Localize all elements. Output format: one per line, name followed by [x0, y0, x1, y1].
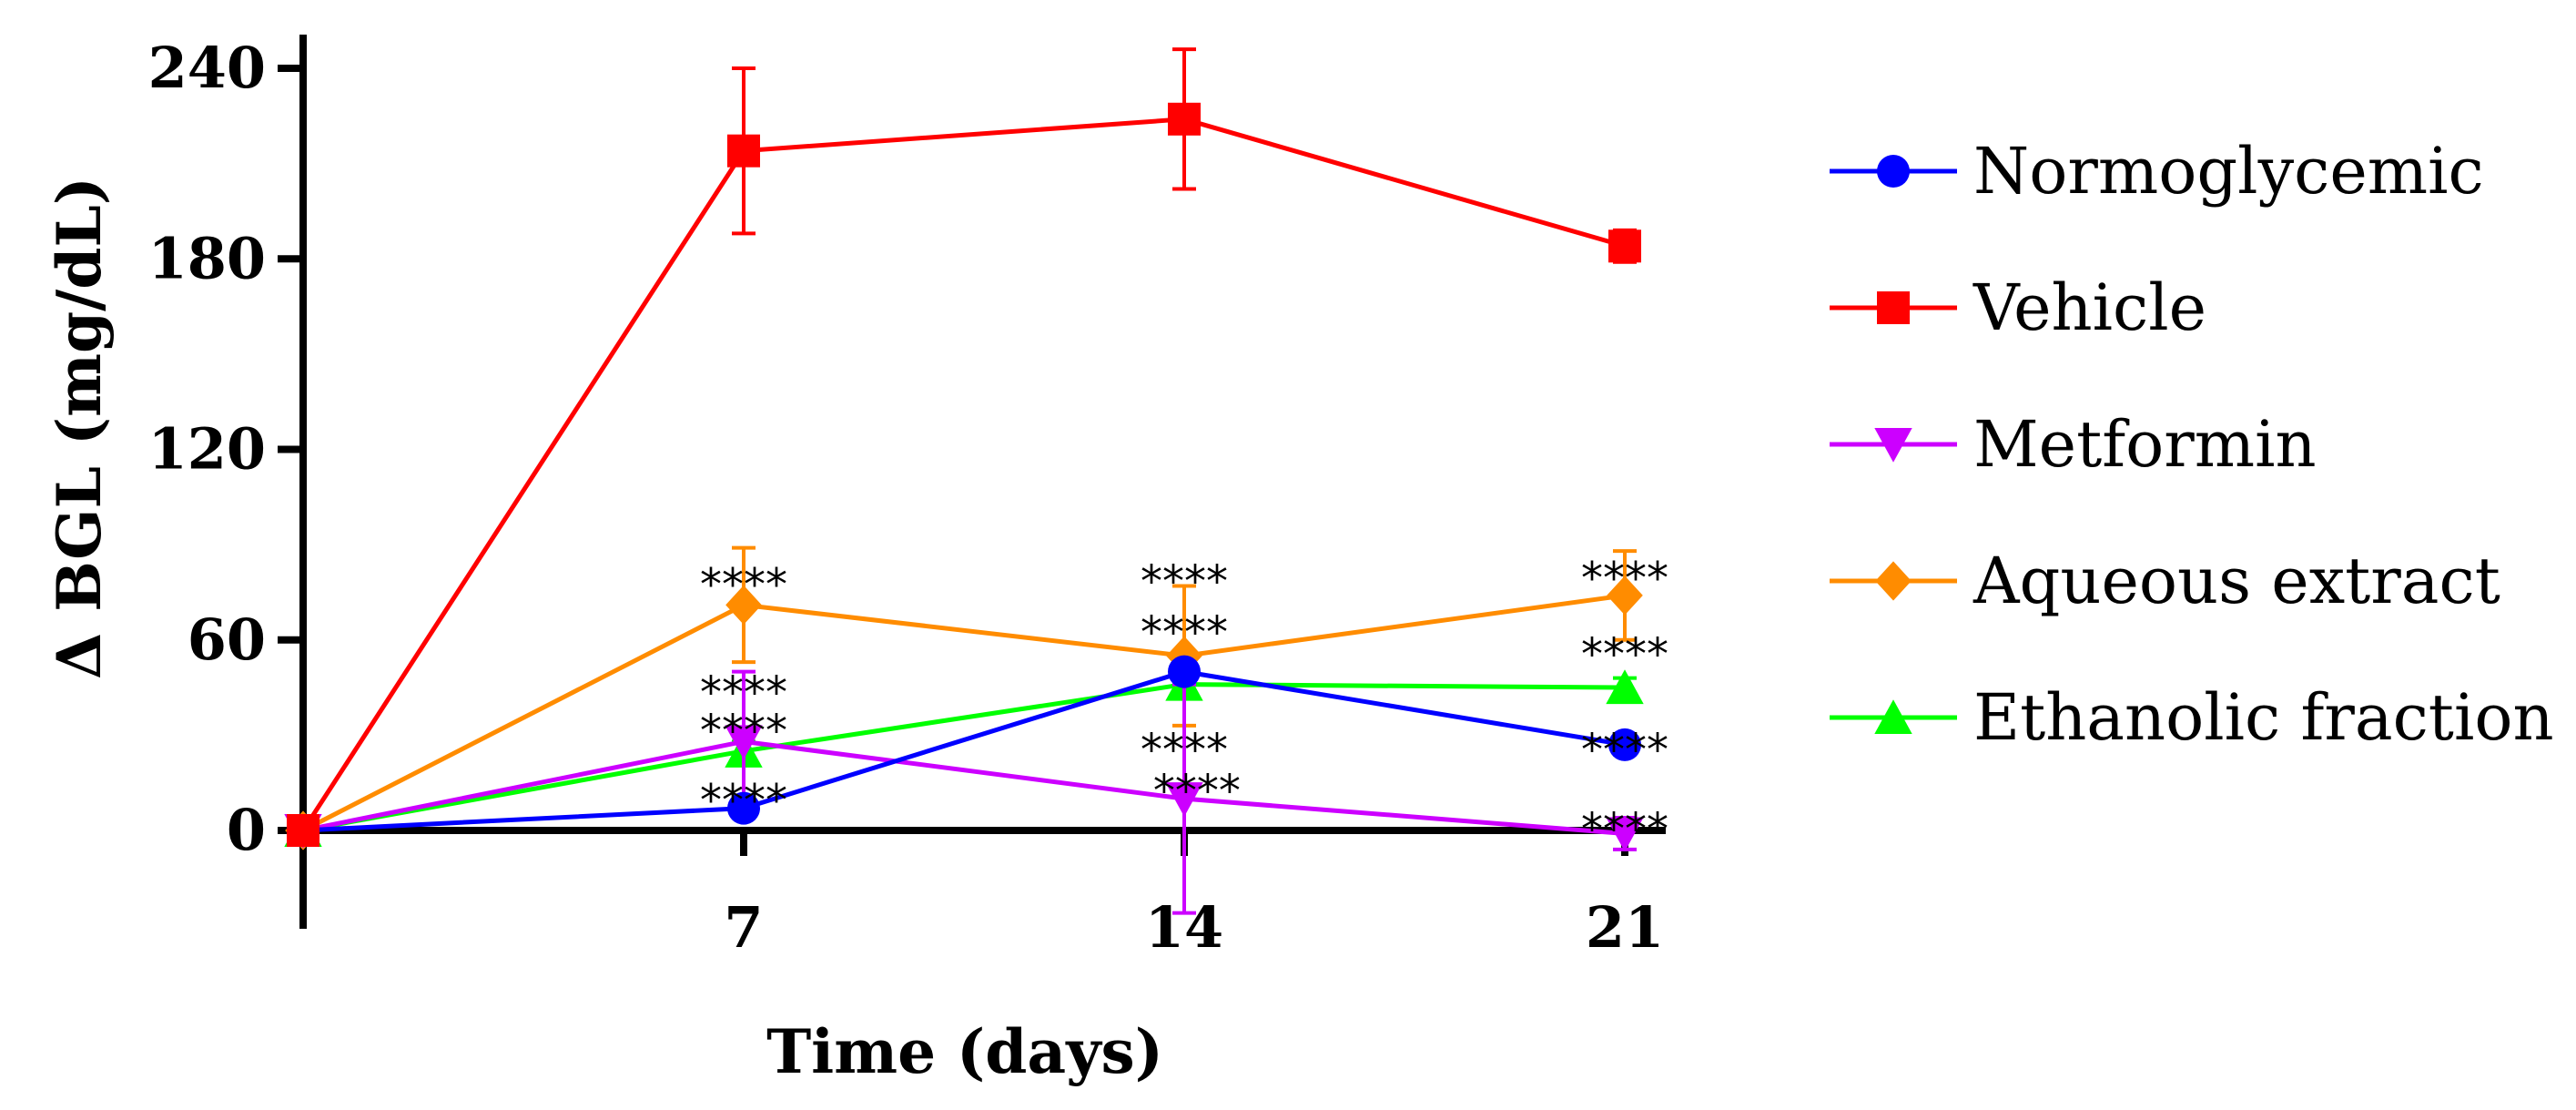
data-point [725, 585, 762, 625]
axes: 0 60 120 180 240 7 14 21 [148, 35, 1666, 961]
significance-label: **** [700, 706, 787, 757]
data-point [1608, 229, 1641, 263]
x-ticks: 7 14 21 [724, 830, 1664, 961]
legend-item: Vehicle [1830, 270, 2206, 345]
significance-label: **** [1153, 766, 1241, 817]
data-point [1606, 817, 1644, 852]
y-tick-label: 240 [148, 35, 266, 101]
legend-marker [1877, 291, 1910, 324]
series-vehicle [287, 47, 1641, 847]
data-point [287, 814, 319, 847]
data-point [1606, 669, 1644, 705]
y-tick-label: 180 [148, 225, 266, 291]
series-metformin [284, 669, 1644, 915]
data-point [1165, 782, 1203, 817]
data-point [727, 134, 760, 168]
significance-label: **** [1581, 725, 1668, 776]
data-point [725, 725, 763, 760]
series-line [302, 682, 1626, 833]
legend-marker [1874, 428, 1912, 463]
legend-item: Metformin [1830, 407, 2317, 482]
series-line [300, 117, 1626, 832]
x-tick-label: 7 [724, 894, 763, 961]
significance-label: **** [1141, 556, 1228, 607]
series-normoglycemic [287, 655, 1641, 847]
annotation-layer: ****************************************… [700, 554, 1668, 856]
data-point [727, 791, 760, 825]
x-tick-label: 21 [1586, 894, 1664, 961]
legend-label: Normoglycemic [1973, 134, 2484, 209]
legend-marker [1874, 699, 1912, 734]
legend-label: Metformin [1973, 407, 2317, 482]
data-point [1168, 102, 1201, 136]
legend-label: Ethanolic fraction [1973, 680, 2554, 755]
y-tick-label: 0 [227, 797, 266, 863]
data-point [1168, 655, 1201, 688]
legend-label: Vehicle [1973, 270, 2206, 345]
series-line [302, 669, 1626, 833]
legend: Normoglycemic Vehicle Metformin Aqueous ext… [1830, 134, 2554, 755]
significance-label: **** [1141, 607, 1228, 658]
series-line [301, 593, 1626, 833]
legend-item: Aqueous extract [1830, 544, 2500, 618]
data-point [1607, 575, 1643, 616]
legend-item: Ethanolic fraction [1830, 680, 2554, 755]
y-tick-label: 120 [148, 416, 266, 483]
x-axis-title: Time (days) [766, 1016, 1163, 1087]
significance-label: **** [1581, 804, 1668, 855]
significance-label: **** [700, 667, 787, 718]
significance-label: **** [1141, 725, 1228, 776]
series-line [302, 738, 1626, 836]
legend-marker [1875, 561, 1912, 601]
significance-label: **** [700, 559, 787, 610]
series-aqueous-extract [285, 545, 1643, 850]
legend-label: Aqueous extract [1973, 544, 2500, 618]
significance-label: **** [1581, 629, 1668, 680]
legend-marker [1877, 155, 1910, 188]
y-ticks: 0 60 120 180 240 [148, 35, 303, 863]
y-tick-label: 60 [188, 606, 266, 673]
legend-item: Normoglycemic [1830, 134, 2484, 209]
series-layer [284, 47, 1644, 915]
data-point [1608, 728, 1641, 761]
significance-label: **** [700, 776, 787, 827]
significance-label: **** [1581, 554, 1668, 605]
y-axis-title: Δ BGL (mg/dL) [44, 177, 115, 679]
